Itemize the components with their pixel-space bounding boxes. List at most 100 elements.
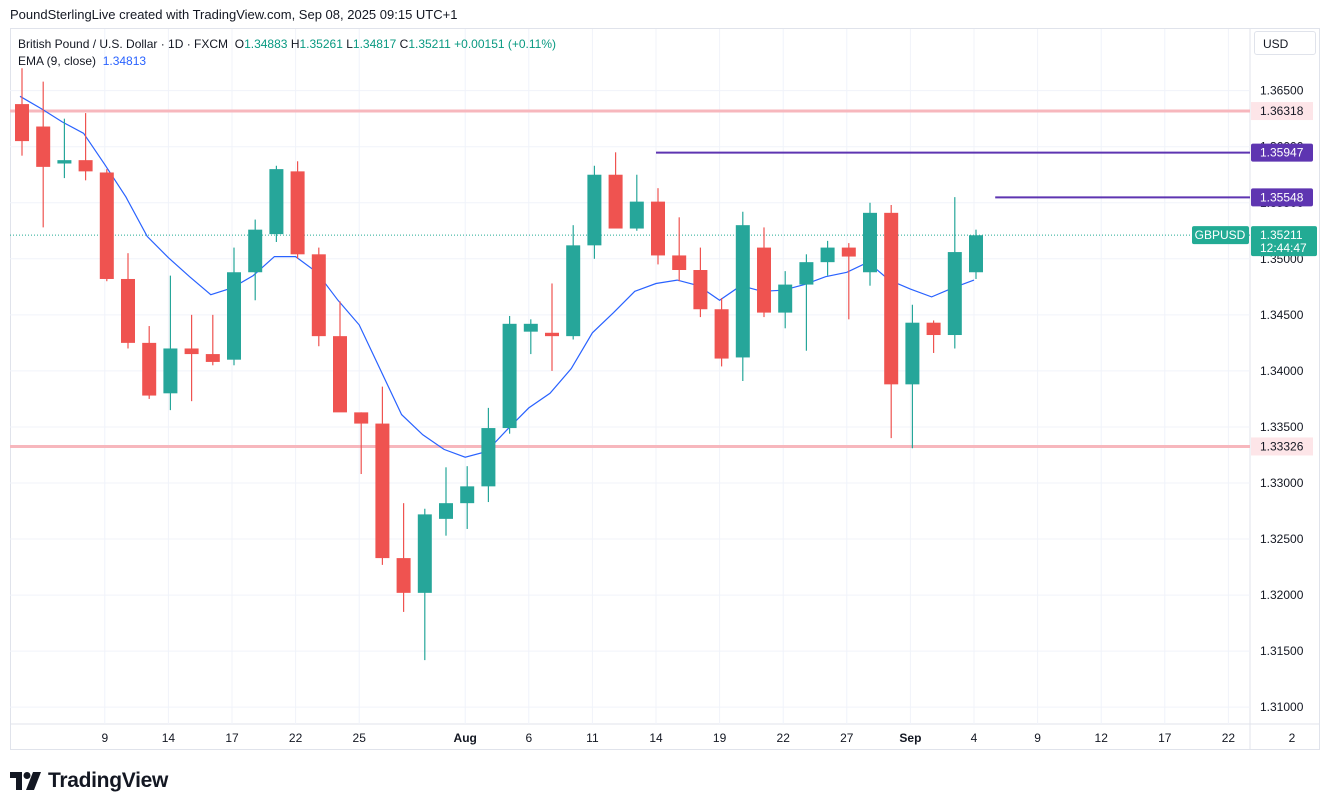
candle-body [460,486,475,504]
x-tick-label: Sep [899,731,921,745]
legend-low-value: 1.34817 [352,37,397,51]
candle-body [396,558,411,593]
candle-body [926,322,941,336]
x-tick-label: 22 [777,731,791,745]
tradingview-brand: TradingView [48,769,169,792]
x-tick-label: 2 [1289,731,1296,745]
chart-legend: British Pound / U.S. Dollar · 1D · FXCM … [18,36,556,70]
legend-high-value: 1.35261 [299,37,343,51]
chart-caption: PoundSterlingLive created with TradingVi… [10,7,458,22]
candle-body [227,272,241,360]
candle-body [947,252,962,336]
y-tick-label: 1.31000 [1260,700,1304,714]
y-tick-label: 1.33000 [1260,476,1304,490]
candle-body [735,225,750,358]
marker-price-tag [1251,188,1313,207]
x-tick-label: Aug [454,731,477,745]
marker-price-label: 1.35548 [1260,190,1304,204]
y-tick-label: 1.32500 [1260,532,1304,546]
candle-body [248,229,263,273]
marker-price-tag [1251,143,1313,162]
candle-body [566,245,581,337]
candle-body [714,309,729,359]
candle-body [587,174,602,246]
support-price-tag [1251,437,1313,456]
x-tick-label: 14 [649,731,663,745]
y-tick-label: 1.36500 [1260,84,1304,98]
x-tick-label: 22 [1222,731,1236,745]
x-tick-label: 11 [586,731,599,745]
support-price-label: 1.36318 [1260,104,1304,118]
candle-body [99,172,114,279]
candle-body [629,201,644,229]
candle-body [78,160,93,172]
candle-body [163,348,178,394]
candle-body [693,270,708,310]
support-price-tag [1251,102,1313,121]
candle-body [502,323,517,429]
candle-body [15,104,29,142]
currency-selector[interactable]: USD [1254,31,1316,55]
countdown-label: 12:44:47 [1260,241,1307,255]
x-tick-label: 14 [162,731,176,745]
legend-close-label: C [399,37,409,51]
legend-change: +0.00151 (+0.11%) [454,37,557,51]
candle-body [311,254,326,337]
support-price-label: 1.33326 [1260,439,1304,453]
marker-price-label: 1.35947 [1260,146,1304,160]
candle-body [375,423,390,559]
candle-body [354,412,369,424]
candle-body [439,503,453,519]
candle-body [672,255,687,271]
candle-body [884,212,899,385]
legend-open-value: 1.34883 [244,37,288,51]
legend-open-label: O [234,37,245,51]
candle-body [608,174,623,229]
legend-high-label: H [290,37,300,51]
tradingview-logo-icon [10,772,41,790]
candle-body [417,514,432,593]
candle-body [121,278,135,343]
x-tick-label: 19 [713,731,727,745]
legend-ema-value: 1.34813 [102,54,147,68]
chart-frame [10,28,1320,750]
y-tick-label: 1.34000 [1260,364,1304,378]
candle-body [36,126,51,167]
candle-body [778,284,793,313]
x-tick-label: 12 [1095,731,1109,745]
candle-body [969,235,983,273]
symbol-tag [1192,226,1249,245]
symbol-tag-label: GBPUSD [1195,228,1246,242]
x-tick-label: 4 [971,731,978,745]
candle-body [184,348,199,355]
ema-line [19,95,975,458]
legend-ema-label: EMA (9, close) [18,54,97,68]
candle-body [290,171,305,255]
x-tick-label: 17 [1158,731,1172,745]
footer-branding: TradingView [10,768,168,794]
candle-body [269,169,284,235]
candle-body [863,212,877,273]
x-tick-label: 27 [840,731,854,745]
y-tick-label: 1.32000 [1260,588,1304,602]
candle-body [651,201,665,256]
legend-close-value: 1.35211 [408,37,451,51]
candle-body [799,262,814,285]
legend-low-label: L [346,37,353,51]
candle-body [205,354,220,362]
candle-body [333,336,347,413]
x-tick-label: 9 [101,731,108,745]
candle-body [57,160,72,164]
candle-body [820,247,835,263]
y-tick-label: 1.31500 [1260,644,1304,658]
last-price-label: 1.35211 [1260,228,1303,242]
x-tick-label: 22 [289,731,303,745]
y-tick-label: 1.34500 [1260,308,1304,322]
candle-body [545,332,559,337]
legend-title: British Pound / U.S. Dollar · 1D · FXCM [18,37,229,51]
legend-ohlc-row: British Pound / U.S. Dollar · 1D · FXCM … [18,36,556,53]
x-tick-label: 17 [225,731,239,745]
candle-body [841,247,856,257]
candle-body [142,342,157,396]
